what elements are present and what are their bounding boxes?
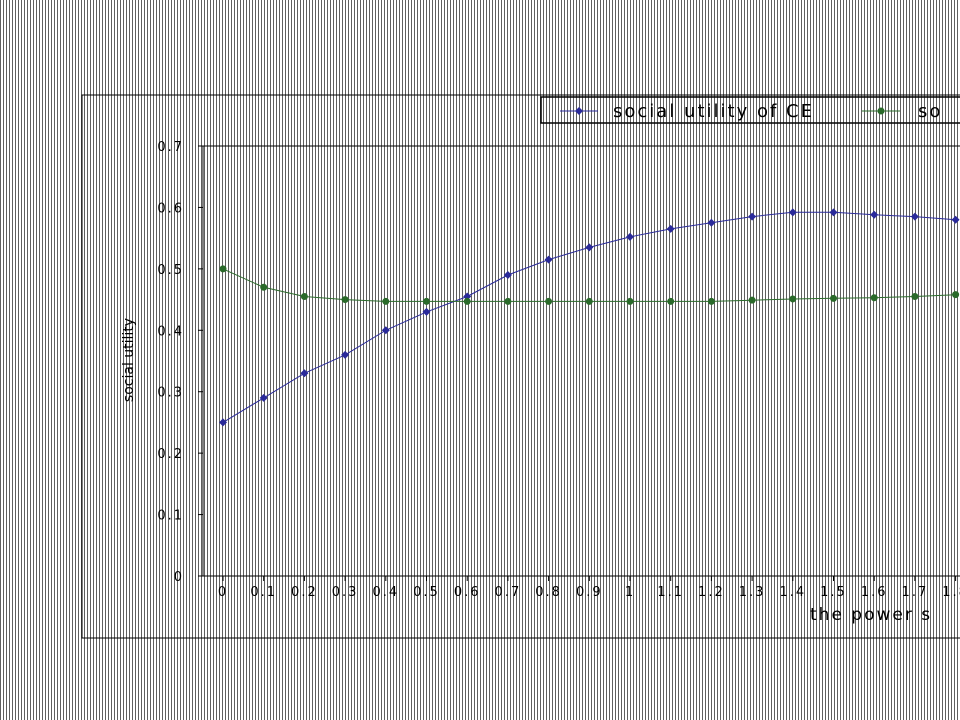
data-point	[952, 291, 960, 299]
legend: social utility of CE so	[540, 96, 960, 124]
x-tick-label: 0.6	[454, 585, 481, 600]
y-tick-label: 0.6	[157, 201, 184, 216]
data-point	[626, 232, 634, 241]
data-point	[423, 297, 430, 305]
legend-marker-ce	[575, 107, 583, 115]
data-point	[911, 293, 919, 300]
data-point	[545, 297, 553, 305]
data-point	[219, 418, 227, 427]
data-point	[789, 295, 797, 303]
chart-area-frame	[81, 94, 960, 639]
x-tick-label: 0.8	[535, 585, 562, 600]
data-point	[260, 283, 268, 291]
series-1	[219, 208, 960, 427]
data-point	[503, 271, 512, 279]
data-point	[463, 292, 472, 301]
x-tick-label: 0.9	[576, 585, 603, 600]
x-tick-label: 1.6	[861, 585, 888, 600]
data-point	[870, 210, 879, 219]
x-tick-label: 1.1	[657, 585, 684, 600]
data-point	[422, 307, 431, 316]
x-tick-label: 0	[218, 585, 228, 600]
data-point	[910, 212, 919, 221]
data-point	[951, 215, 960, 224]
x-axis-ticks: 0 0.1 0.2 0.3 0.4 0.5 0.6 0.7 0.8 0.9 1 1.1 1.2 1.3 1.…	[218, 576, 960, 600]
data-point	[544, 255, 553, 264]
data-point	[382, 297, 390, 305]
data-point	[830, 294, 837, 302]
data-point	[829, 208, 838, 217]
x-axis-label: the power s	[810, 605, 932, 625]
data-point	[463, 297, 471, 305]
data-point	[626, 297, 634, 305]
x-tick-label: 1.2	[698, 585, 725, 600]
x-tick-label: 0.2	[291, 585, 318, 600]
data-point	[341, 350, 350, 359]
data-point	[300, 293, 308, 300]
data-point	[707, 218, 716, 227]
y-tick-label: 0.2	[157, 447, 184, 462]
data-point	[748, 296, 756, 304]
data-point	[504, 297, 512, 305]
series-2	[219, 265, 960, 305]
x-tick-label: 0.3	[332, 585, 359, 600]
data-point	[870, 294, 878, 302]
x-tick-label: 1.3	[739, 585, 766, 600]
data-point	[341, 296, 349, 304]
plot-area	[202, 145, 960, 577]
x-tick-label: 0.5	[413, 585, 440, 600]
data-point	[300, 369, 309, 378]
data-point	[666, 224, 675, 233]
x-tick-label: 1.5	[820, 585, 847, 600]
y-tick-label: 0.7	[157, 140, 184, 155]
data-point	[585, 297, 593, 305]
x-tick-label: 0.1	[250, 585, 277, 600]
series-2-line	[222, 268, 956, 302]
y-tick-label: 0.1	[157, 509, 184, 524]
data-point	[219, 265, 227, 273]
data-point	[585, 243, 594, 252]
x-tick-label: 1.8	[942, 585, 960, 600]
y-tick-label: 0.5	[157, 263, 184, 278]
legend-marker-so	[877, 107, 885, 115]
y-axis-ticks: 0 0.1 0.2 0.3 0.4 0.5 0.6 0.7	[157, 140, 203, 585]
data-point	[259, 393, 268, 402]
y-tick-label: 0.4	[157, 324, 184, 339]
data-point	[381, 326, 390, 335]
x-tick-label: 1.4	[779, 585, 806, 600]
data-point	[707, 297, 715, 305]
x-tick-label: 1.7	[902, 585, 929, 600]
data-point	[788, 208, 797, 217]
y-tick-label: 0.3	[157, 386, 184, 401]
y-tick-label: 0	[174, 570, 184, 585]
data-point	[667, 297, 675, 305]
legend-label-so: so	[918, 101, 942, 122]
series-layer	[219, 208, 960, 427]
x-tick-label: 0.7	[495, 585, 522, 600]
legend-label-ce: social utility of CE	[613, 101, 814, 122]
data-point	[748, 212, 757, 221]
legend-box	[540, 96, 960, 124]
y-axis-label: social utility	[121, 318, 137, 402]
x-tick-label: 1	[625, 585, 635, 600]
x-tick-label: 0.4	[372, 585, 399, 600]
